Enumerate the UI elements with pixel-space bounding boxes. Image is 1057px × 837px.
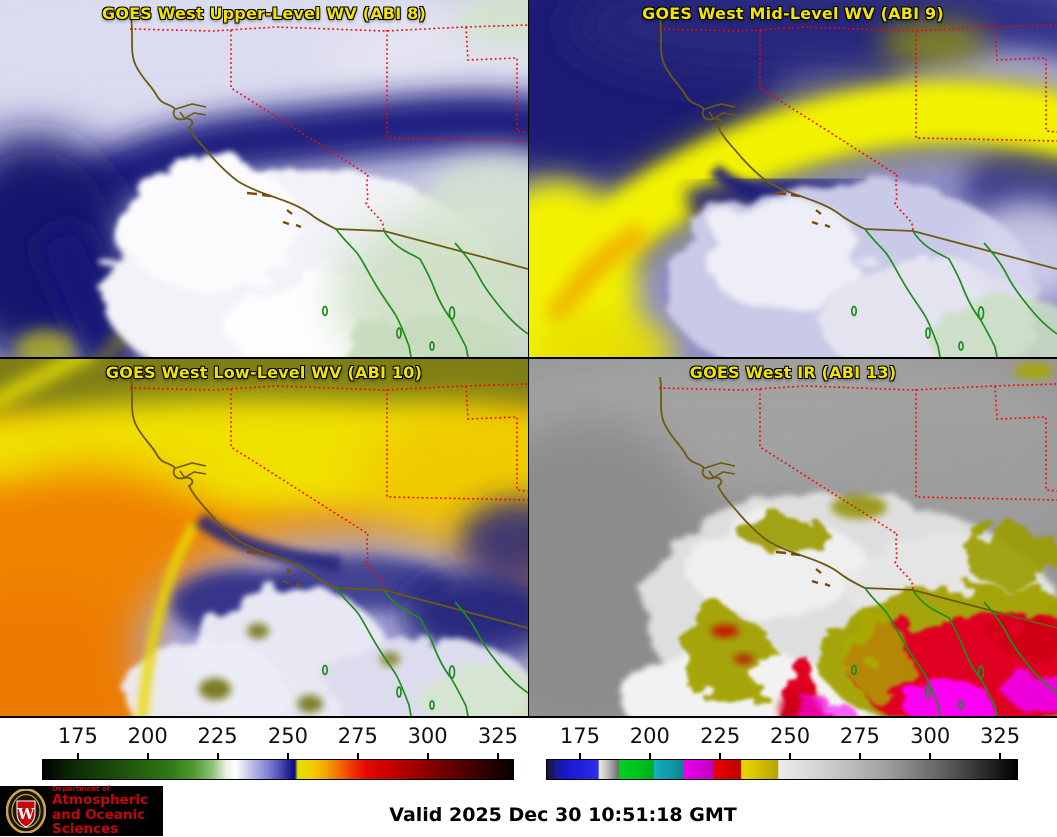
panel-title-upper-level-wv: GOES West Upper-Level WV (ABI 8)	[102, 4, 426, 23]
panel-title-ir: GOES West IR (ABI 13)	[689, 363, 897, 382]
panel-mid-level-wv: GOES West Mid-Level WV (ABI 9)	[529, 0, 1057, 357]
map-borders-overlay	[128, 16, 528, 357]
colorbar-tick-mark	[789, 753, 792, 759]
valid-time-label: Valid 2025 Dec 30 10:51:18 GMT	[389, 804, 737, 826]
colorbar-tick-label: 200	[629, 724, 670, 748]
colorbar-tick-mark	[286, 753, 289, 759]
colorbar-tick-mark	[858, 753, 861, 759]
colorbar-tick-label: 200	[127, 724, 168, 748]
colorbar-tick-mark	[578, 753, 581, 759]
logo-dept-line: Department of	[52, 785, 110, 794]
panel-upper-level-wv: GOES West Upper-Level WV (ABI 8)	[0, 0, 528, 357]
colorbar-tick-mark	[426, 753, 429, 759]
satellite-image-mid-level-wv	[529, 0, 1057, 357]
colorbar-tick-mark	[216, 753, 219, 759]
satellite-image-low-level-wv	[0, 359, 528, 716]
colorbar-tick-label: 175	[57, 724, 98, 748]
panel-low-level-wv: GOES West Low-Level WV (ABI 10)	[0, 359, 528, 716]
colorbar-tick-mark	[76, 753, 79, 759]
map-borders-overlay	[128, 375, 528, 716]
logo-atmospheric-line: Atmospheric	[52, 792, 148, 809]
colorbar-tick-mark	[356, 753, 359, 759]
colorbar-tick-label: 300	[910, 724, 951, 748]
colorbar-tick-mark	[648, 753, 651, 759]
panel-title-low-level-wv: GOES West Low-Level WV (ABI 10)	[105, 363, 423, 382]
map-borders-overlay	[657, 375, 1057, 716]
logo-oceanic-line: and Oceanic Sciences	[52, 806, 146, 837]
colorbar-tick-label: 250	[267, 724, 308, 748]
colorbar-tick-label: 225	[700, 724, 741, 748]
colorbar-tick-label: 325	[477, 724, 518, 748]
satellite-image-upper-level-wv	[0, 0, 528, 357]
colorbar-tick-mark	[496, 753, 499, 759]
colorbar-tick-mark	[719, 753, 722, 759]
map-borders-overlay	[657, 16, 1057, 357]
ir-colorbar-ticks	[546, 753, 1018, 759]
ir-colorbar-gradient	[546, 759, 1018, 780]
colorbar-tick-label: 300	[407, 724, 448, 748]
panel-title-mid-level-wv: GOES West Mid-Level WV (ABI 9)	[642, 4, 944, 23]
panel-ir: GOES West IR (ABI 13)	[529, 359, 1057, 716]
wv-colorbar-ticks	[42, 753, 514, 759]
uw-aos-logo: W Department of Atmospheric and Oceanic …	[0, 785, 163, 837]
wv-colorbar-gradient	[42, 759, 514, 780]
colorbar-tick-mark	[999, 753, 1002, 759]
colorbar-tick-label: 275	[839, 724, 880, 748]
wv-colorbar-labels: 175 200 225 250 275 300 325	[42, 724, 518, 750]
colorbar-tick-mark	[146, 753, 149, 759]
wv-colorbar: 175 200 225 250 275 300 325	[42, 718, 518, 782]
colorbar-tick-label: 175	[559, 724, 601, 748]
ir-colorbar: 175 200 225 250 275 300 325	[546, 718, 1021, 782]
colorbar-tick-label: 250	[769, 724, 811, 748]
colorbar-tick-mark	[929, 753, 932, 759]
satellite-panel-grid: GOES West Upper-Level WV (ABI 8) GOES	[0, 0, 1057, 718]
colorbar-tick-label: 275	[337, 724, 378, 748]
colorbar-tick-label: 225	[197, 724, 238, 748]
logo-text: Department of Atmospheric and Oceanic Sc…	[52, 785, 163, 837]
ir-colorbar-labels: 175 200 225 250 275 300 325	[546, 724, 1021, 750]
uw-monogram: W	[17, 805, 36, 823]
satellite-image-ir	[529, 359, 1057, 716]
uw-crest-icon: W	[6, 789, 46, 833]
colorbar-tick-label: 325	[980, 724, 1021, 748]
